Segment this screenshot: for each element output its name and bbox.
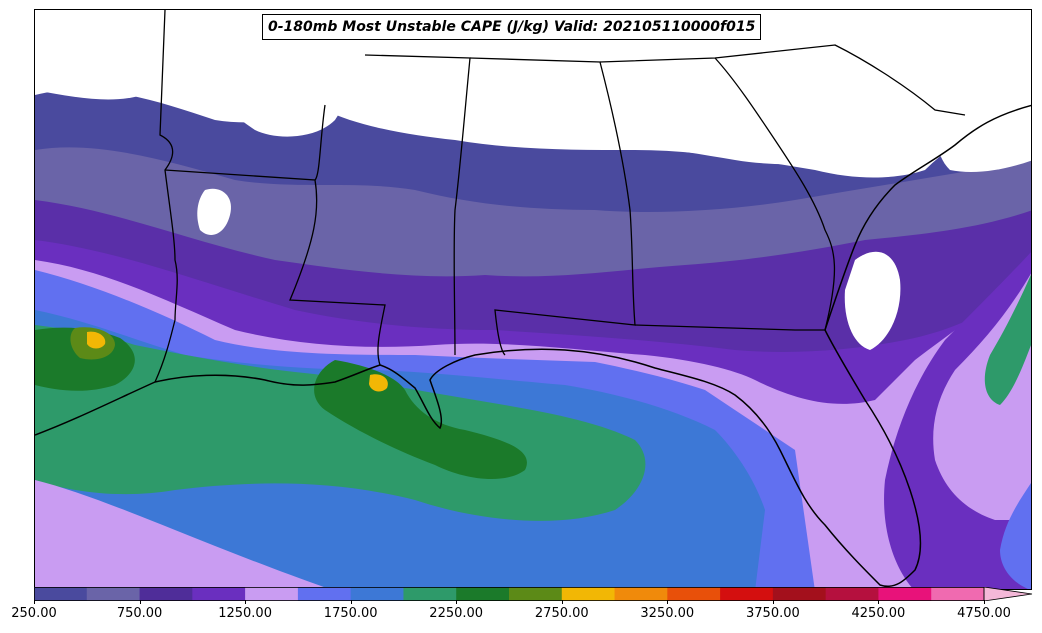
border-ms xyxy=(364,54,471,356)
colorbar-tick xyxy=(667,600,669,604)
colorbar-segment-2000 xyxy=(403,587,457,601)
colorbar-segment-1250 xyxy=(245,587,299,601)
colorbar-segment-2250 xyxy=(456,587,510,601)
colorbar-segment-1750 xyxy=(350,587,404,601)
cape-band-gulf-south xyxy=(35,480,330,589)
colorbar-segment-4000 xyxy=(825,587,879,601)
colorbar-tick xyxy=(878,600,880,604)
border-ok-ar xyxy=(314,104,326,181)
colorbar-segment-4250 xyxy=(878,587,932,601)
no-data-patch-6 xyxy=(197,188,231,235)
colorbar-tick xyxy=(772,600,774,604)
colorbar-tick xyxy=(245,600,247,604)
colorbar-tick xyxy=(139,600,141,604)
colorbar-tick-label: 750.00 xyxy=(116,606,163,621)
colorbar-segment-3500 xyxy=(720,587,774,601)
colorbar-segment-3000 xyxy=(614,587,668,601)
colorbar-segment-1000 xyxy=(192,587,246,601)
colorbar-tick xyxy=(561,600,563,604)
border-tn-nc xyxy=(599,44,966,116)
colorbar-segment-1500 xyxy=(297,587,352,601)
colorbar-segment-2750 xyxy=(561,587,616,601)
chart-title: 0-180mb Most Unstable CAPE (J/kg) Valid:… xyxy=(262,14,762,40)
colorbar-tick-label: 250.00 xyxy=(11,606,57,621)
border-nm-tx xyxy=(154,10,178,383)
no-data-patch-2 xyxy=(325,10,1031,178)
colorbar-tick-label: 1750.00 xyxy=(323,606,378,621)
cape-field xyxy=(35,10,1031,589)
gulf-coastline xyxy=(35,329,922,587)
colorbar-tick-label: 2250.00 xyxy=(429,606,484,621)
colorbar xyxy=(34,587,1033,601)
border-al xyxy=(469,57,636,356)
no-data-patch-5 xyxy=(938,100,1031,172)
border-ga-sc xyxy=(714,57,836,331)
no-data-patch-3 xyxy=(35,10,195,100)
atlantic-coastline xyxy=(824,104,1031,331)
cape-band-2750-west xyxy=(87,331,106,349)
colorbar-outline xyxy=(34,587,985,601)
colorbar-segment-500 xyxy=(86,587,141,601)
cape-map xyxy=(34,9,1032,590)
colorbar-tick-label: 3750.00 xyxy=(746,606,800,621)
border-tx-ok-ar-la xyxy=(164,169,386,366)
cape-band-2750-central xyxy=(369,374,388,392)
colorbar-tick xyxy=(984,600,985,604)
colorbar-tick-label: 2750.00 xyxy=(534,606,589,621)
colorbar-tick-label: 4750.00 xyxy=(957,606,1011,621)
colorbar-segment-3250 xyxy=(667,587,721,601)
colorbar-tick-label: 4250.00 xyxy=(851,606,906,621)
colorbar-segment-4500 xyxy=(931,587,985,601)
no-data-patch-1 xyxy=(185,10,365,137)
colorbar-segment-3750 xyxy=(772,587,827,601)
cape-band-2250-central xyxy=(314,360,527,480)
colorbar-segment-2500 xyxy=(509,587,563,601)
cape-band-atlantic-1500 xyxy=(1000,483,1031,589)
colorbar-extend-max xyxy=(983,587,1033,601)
no-data-patch-4 xyxy=(844,251,901,350)
border-al-ga-fl xyxy=(634,324,825,331)
colorbar-tick-label: 3250.00 xyxy=(640,606,695,621)
colorbar-tick xyxy=(350,600,352,604)
colorbar-tick-label: 1250.00 xyxy=(218,606,272,621)
cape-band-atlantic-2000 xyxy=(984,274,1031,405)
colorbar-segment-250 xyxy=(34,587,88,601)
colorbar-tick xyxy=(456,600,458,604)
colorbar-segment-750 xyxy=(139,587,193,601)
colorbar-tick xyxy=(34,600,35,604)
